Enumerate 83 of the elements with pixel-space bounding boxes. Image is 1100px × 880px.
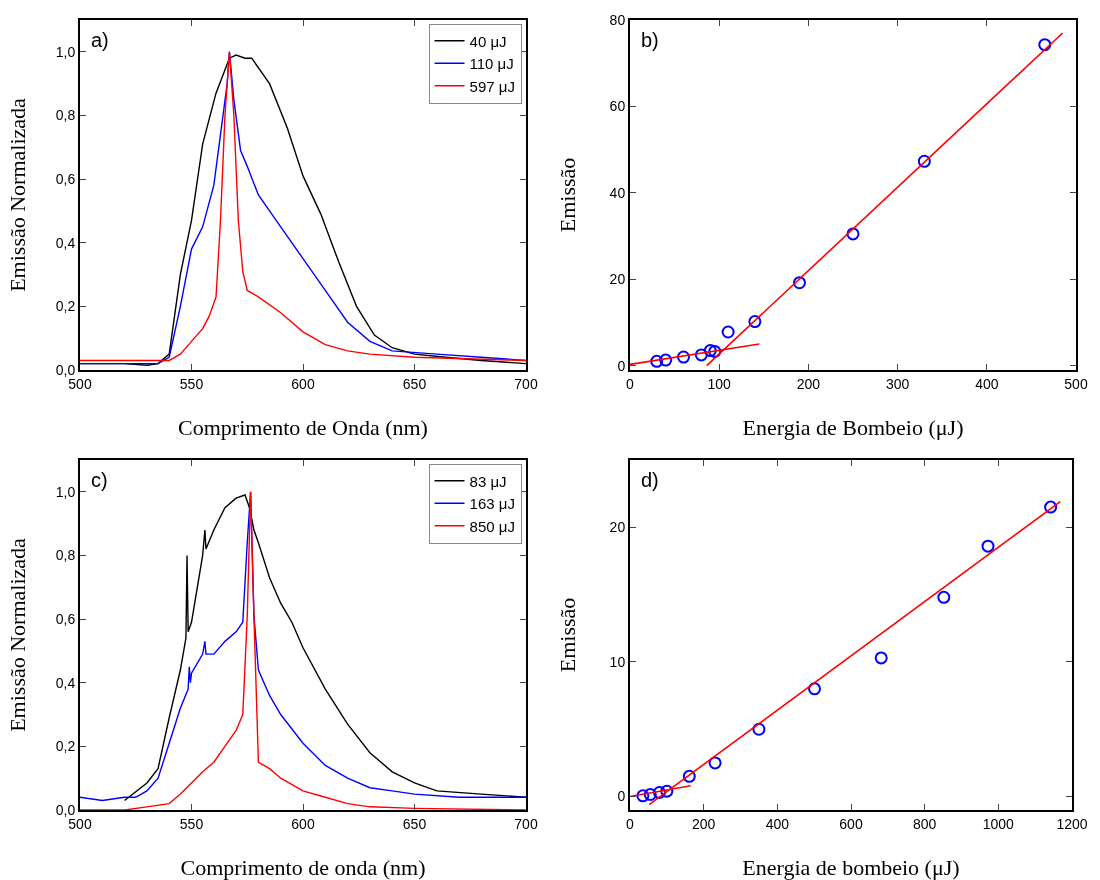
x-tick-label: 500: [1064, 375, 1088, 392]
y-tick-label: 1,0: [55, 483, 76, 500]
y-tick-label: 0,2: [55, 298, 76, 315]
point: [874, 651, 888, 665]
legend-label: 40 μJ: [469, 32, 507, 50]
point: [694, 348, 708, 362]
y-tick-label: 0,0: [55, 361, 76, 378]
y-tick-label: 0: [617, 788, 626, 805]
x-tick-label: 600: [839, 815, 863, 832]
legend-label: 163 μJ: [469, 495, 515, 513]
annotation: d): [641, 469, 659, 491]
x-tick-label: 100: [707, 375, 732, 392]
x-tick-label: 650: [402, 375, 427, 392]
point: [1038, 38, 1052, 52]
x-axis-title: Comprimento de onda (nm): [180, 855, 426, 880]
y-tick-label: 60: [609, 98, 626, 115]
point: [1044, 500, 1058, 514]
x-axis-title: Comprimento de Onda (nm): [178, 415, 428, 440]
y-axis-title: Emissão: [555, 157, 580, 233]
x-tick-label: 550: [179, 375, 204, 392]
y-tick-label: 1,0: [55, 43, 76, 60]
legend-label: 850 μJ: [469, 517, 515, 535]
y-tick-label: 0,6: [55, 610, 76, 627]
x-tick-label: 200: [796, 375, 821, 392]
x-tick-label: 500: [68, 375, 92, 392]
point: [708, 756, 722, 770]
x-tick-label: 700: [514, 815, 538, 832]
annotation: b): [641, 29, 659, 51]
y-tick-label: 20: [609, 271, 626, 288]
x-tick-label: 1000: [982, 815, 1015, 832]
point: [652, 786, 666, 799]
y-tick-label: 20: [609, 519, 626, 536]
y-tick-label: 0: [617, 357, 626, 374]
point: [808, 682, 822, 696]
x-tick-label: 550: [179, 815, 204, 832]
point: [917, 154, 931, 168]
x-tick-label: 600: [291, 375, 315, 392]
annotation: a): [91, 29, 109, 51]
legend-label: 83 μJ: [469, 472, 507, 490]
y-tick-label: 0,2: [55, 738, 76, 755]
x-tick-label: 800: [912, 815, 937, 832]
point: [846, 227, 860, 241]
point: [659, 353, 673, 367]
y-tick-label: 40: [609, 184, 626, 201]
y-axis-title: Emissão Normalizada: [5, 97, 30, 292]
point: [792, 276, 806, 290]
point: [636, 789, 650, 803]
x-tick-label: 300: [885, 375, 910, 392]
point: [981, 539, 995, 553]
x-tick-label: 400: [765, 815, 790, 832]
y-tick-label: 0,0: [55, 801, 76, 818]
x-tick-label: 500: [68, 815, 92, 832]
legend-label: 597 μJ: [469, 77, 515, 95]
y-tick-label: 80: [609, 11, 626, 28]
x-axis-title: Energia de Bombeio (μJ): [742, 415, 964, 440]
point: [703, 344, 717, 358]
x-tick-label: 650: [402, 815, 427, 832]
y-tick-label: 0,8: [55, 547, 76, 564]
x-tick-label: 400: [975, 375, 999, 392]
y-axis-title: Emissão Normalizada: [5, 537, 30, 732]
y-tick-label: 0,4: [55, 674, 76, 691]
point: [660, 784, 674, 798]
legend-label: 110 μJ: [469, 55, 514, 73]
y-tick-label: 0,4: [55, 234, 76, 251]
x-tick-label: 200: [691, 815, 716, 832]
point: [677, 350, 691, 364]
y-tick-label: 0,6: [55, 170, 76, 187]
x-tick-label: 700: [514, 375, 538, 392]
point: [650, 354, 664, 368]
point: [748, 315, 762, 329]
x-tick-label: 600: [291, 815, 315, 832]
point: [682, 769, 696, 783]
x-tick-label: 1200: [1056, 815, 1088, 832]
point: [937, 590, 951, 604]
y-axis-title: Emissão: [555, 597, 580, 673]
point: [708, 344, 722, 358]
y-tick-label: 0,8: [55, 107, 76, 124]
point: [643, 788, 657, 802]
y-tick-label: 10: [609, 653, 626, 670]
x-axis-title: Energia de bombeio (μJ): [742, 855, 960, 880]
point: [752, 722, 766, 736]
annotation: c): [91, 469, 108, 491]
point: [721, 325, 735, 339]
